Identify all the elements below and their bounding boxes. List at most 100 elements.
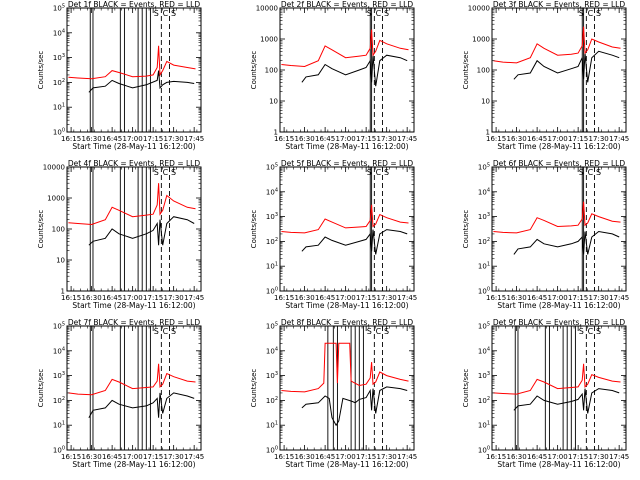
- top-marker-glyph: S: [384, 327, 389, 336]
- plot-frame: [66, 325, 202, 451]
- series-line-lld: [493, 26, 621, 64]
- y-tick-label: 102: [478, 237, 490, 246]
- x-tick-label: 17:30: [377, 294, 397, 302]
- x-tick-label: 17:15: [356, 453, 376, 461]
- x-tick-label: 17:30: [377, 453, 397, 461]
- x-tick-label: 16:45: [527, 294, 547, 302]
- series-line-lld: [281, 29, 409, 68]
- plot-frame: [279, 166, 415, 292]
- series-line-events: [301, 229, 408, 255]
- x-tick-label: 17:00: [548, 135, 568, 143]
- top-marker-glyph: S: [154, 168, 159, 177]
- x-tick-label: 17:00: [123, 135, 143, 143]
- x-tick-label: 17:15: [356, 135, 376, 143]
- x-tick-label: 16:15: [274, 294, 294, 302]
- x-tick-label: 16:15: [61, 294, 81, 302]
- top-marker-glyph: S: [579, 327, 584, 336]
- x-tick-label: 16:45: [102, 135, 122, 143]
- y-tick-label: 10: [481, 98, 490, 106]
- x-tick-label: 17:00: [548, 294, 568, 302]
- y-tick-label: 101: [478, 262, 490, 271]
- top-marker-glyph: C: [588, 168, 594, 177]
- x-tick-label: 16:15: [61, 135, 81, 143]
- series-line-events: [513, 388, 620, 414]
- x-tick-label: 16:15: [274, 135, 294, 143]
- y-tick-label: 102: [266, 396, 278, 405]
- y-tick-label: 103: [266, 371, 278, 380]
- y-tick-label: 104: [266, 187, 278, 196]
- plot-frame: [491, 325, 627, 451]
- top-marker-glyph: S: [596, 9, 601, 18]
- x-tick-label: 17:30: [164, 294, 184, 302]
- y-tick-label: 1: [274, 129, 278, 137]
- top-marker-glyph: S: [154, 327, 159, 336]
- series-line-events: [88, 392, 195, 418]
- series-line-lld: [493, 363, 621, 395]
- x-tick-label: 17:30: [589, 453, 609, 461]
- x-tick-label: 16:15: [486, 453, 506, 461]
- y-tick-label: 1000: [260, 36, 278, 44]
- y-tick-label: 100: [478, 287, 490, 296]
- y-tick-label: 100: [478, 446, 490, 455]
- y-tick-label: 10: [56, 257, 65, 265]
- x-tick-label: 17:00: [336, 453, 356, 461]
- y-axis-label: Counts/sec: [462, 51, 470, 90]
- x-tick-label: 17:30: [589, 135, 609, 143]
- x-tick-label: 16:30: [507, 135, 527, 143]
- chart-title: Det 4f BLACK = Events, RED = LLD: [68, 159, 201, 168]
- y-axis-label: Counts/sec: [37, 210, 45, 249]
- series-line-lld: [68, 363, 196, 396]
- x-tick-label: 17:30: [164, 453, 184, 461]
- x-tick-label: 16:45: [527, 453, 547, 461]
- top-marker-glyph: C: [376, 9, 382, 18]
- x-tick-label: 17:30: [164, 135, 184, 143]
- x-tick-label: 17:15: [568, 294, 588, 302]
- y-axis-label: Counts/sec: [250, 210, 258, 249]
- x-axis-label: Start Time (28-May-11 16:12:00): [285, 460, 408, 469]
- top-marker-glyph: S: [384, 168, 389, 177]
- y-tick-label: 102: [478, 396, 490, 405]
- x-tick-label: 17:00: [123, 294, 143, 302]
- x-tick-label: 17:45: [397, 294, 417, 302]
- x-tick-label: 16:30: [82, 294, 102, 302]
- top-marker-glyph: C: [376, 327, 382, 336]
- x-tick-label: 16:15: [486, 135, 506, 143]
- x-tick-label: 17:30: [589, 294, 609, 302]
- y-tick-label: 1: [61, 288, 65, 296]
- x-tick-label: 17:45: [184, 294, 204, 302]
- y-tick-label: 104: [53, 28, 65, 37]
- x-tick-label: 17:00: [548, 453, 568, 461]
- y-tick-label: 104: [478, 187, 490, 196]
- x-tick-label: 16:30: [507, 453, 527, 461]
- top-marker-glyph: S: [154, 9, 159, 18]
- x-tick-label: 17:45: [397, 453, 417, 461]
- y-tick-label: 10: [269, 98, 278, 106]
- y-tick-label: 102: [53, 78, 65, 87]
- y-tick-label: 101: [53, 421, 65, 430]
- y-axis-label: Counts/sec: [37, 51, 45, 90]
- x-tick-label: 16:45: [527, 135, 547, 143]
- top-marker-glyph: S: [367, 9, 372, 18]
- series-line-events: [88, 216, 195, 246]
- x-tick-label: 16:30: [295, 453, 315, 461]
- y-axis-label: Counts/sec: [462, 369, 470, 408]
- y-tick-label: 101: [266, 421, 278, 430]
- x-tick-label: 17:45: [609, 135, 629, 143]
- x-tick-label: 16:45: [315, 453, 335, 461]
- x-axis-label: Start Time (28-May-11 16:12:00): [497, 460, 620, 469]
- x-tick-label: 17:15: [568, 453, 588, 461]
- y-tick-label: 1: [486, 129, 490, 137]
- x-tick-label: 17:45: [609, 294, 629, 302]
- top-marker-glyph: S: [384, 9, 389, 18]
- x-tick-label: 16:15: [61, 453, 81, 461]
- series-line-lld: [281, 342, 409, 393]
- y-tick-label: 105: [266, 163, 278, 172]
- top-marker-glyph: S: [367, 168, 372, 177]
- y-tick-label: 1000: [472, 36, 490, 44]
